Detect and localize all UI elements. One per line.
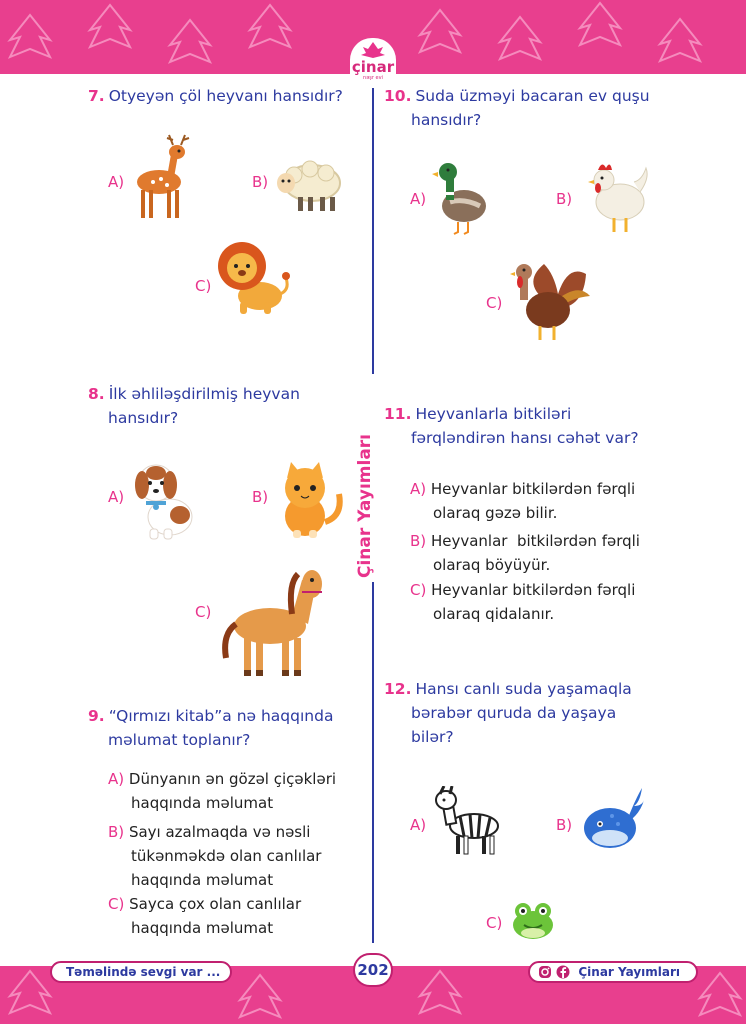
question-text-line: məlumat toplanır? <box>108 731 251 749</box>
answer-text-line: Dünyanın ən gözəl çiçəkləri <box>128 770 337 788</box>
vertical-publisher-label: Çinar Yayımları <box>355 374 375 582</box>
logo-text: çinar <box>351 58 395 76</box>
option-b-label[interactable]: B) <box>252 173 269 191</box>
question-9: 9. “Qırmızı kitab”a nə haqqında məlumat t… <box>88 704 333 752</box>
question-number: 10. <box>384 87 412 105</box>
option-b-label[interactable]: B) <box>556 816 573 834</box>
answer-letter: C) <box>108 895 125 913</box>
question-text-line: Heyvanlarla bitkiləri <box>415 405 572 423</box>
option-a-label[interactable]: A) <box>108 488 125 506</box>
option-c-label[interactable]: C) <box>486 914 503 932</box>
question-11: 11. Heyvanlarla bitkiləri fərqləndirən ha… <box>384 402 639 450</box>
question-text-line: Hansı canlı suda yaşamaqla <box>415 680 632 698</box>
option-c-label[interactable]: C) <box>195 277 212 295</box>
answer-option-c[interactable]: C) Heyvanlar bitkilərdən fərqli olaraq q… <box>410 578 635 626</box>
answer-text-line: tükənməkdə olan canlılar <box>131 847 322 865</box>
question-12: 12. Hansı canlı suda yaşamaqla bərabər qu… <box>384 677 632 749</box>
question-text: Otyeyən çöl heyvanı hansıdır? <box>108 87 343 105</box>
question-text-line: bərabər quruda da yaşaya <box>411 704 617 722</box>
turkey-image[interactable] <box>510 258 590 342</box>
answer-letter: A) <box>410 480 427 498</box>
sheep-image[interactable] <box>272 153 344 215</box>
logo-subtitle: nəşr evi <box>363 75 383 81</box>
answer-text-line: Heyvanlar bitkilərdən fərqli <box>431 581 636 599</box>
question-number: 8. <box>88 385 105 403</box>
question-text-line: İlk əhliləşdirilmiş heyvan <box>108 385 300 403</box>
horse-image[interactable] <box>220 562 330 680</box>
answer-text-line: olaraq gəzə bilir. <box>433 504 558 522</box>
answer-option-b[interactable]: B) Sayı azalmaqda və nəsli tükənməkdə ol… <box>108 820 321 892</box>
option-b-label[interactable]: B) <box>252 488 269 506</box>
answer-letter: A) <box>108 770 125 788</box>
answer-option-c[interactable]: C) Sayca çox olan canlılar haqqında məlu… <box>108 892 301 940</box>
question-number: 11. <box>384 405 412 423</box>
brand-name: Çinar Yayımları <box>578 965 681 979</box>
facebook-icon[interactable] <box>556 965 570 979</box>
answer-option-b[interactable]: B) Heyvanlar bitkilərdən fərqli olaraq b… <box>410 529 640 577</box>
footer-slogan: Təməlində sevgi var ... <box>50 961 232 983</box>
question-text-line: Suda üzməyi bacaran ev quşu <box>415 87 650 105</box>
publisher-logo: çinar nəşr evi <box>350 38 396 86</box>
answer-text-line: olaraq qidalanır. <box>433 605 555 623</box>
question-10: 10. Suda üzməyi bacaran ev quşu hansıdır? <box>384 84 650 132</box>
answer-text-line: Heyvanlar bitkilərdən fərqli <box>430 532 640 550</box>
option-a-label[interactable]: A) <box>410 816 427 834</box>
question-8: 8. İlk əhliləşdirilmiş heyvan hansıdır? <box>88 382 300 430</box>
answer-letter: B) <box>108 823 125 841</box>
option-b-label[interactable]: B) <box>556 190 573 208</box>
answer-option-a[interactable]: A) Dünyanın ən gözəl çiçəkləri haqqında … <box>108 767 336 815</box>
cat-image[interactable] <box>275 458 347 540</box>
question-number: 12. <box>384 680 412 698</box>
question-text-line: fərqləndirən hansı cəhət var? <box>411 429 639 447</box>
answer-text-line: Heyvanlar bitkilərdən fərqli <box>430 480 636 498</box>
answer-option-a[interactable]: A) Heyvanlar bitkilərdən fərqli olaraq g… <box>410 477 635 525</box>
question-text-line: bilər? <box>411 728 454 746</box>
deer-image[interactable] <box>125 130 191 222</box>
answer-letter: C) <box>410 581 427 599</box>
answer-text-line: haqqında məlumat <box>131 871 274 889</box>
option-c-label[interactable]: C) <box>195 603 212 621</box>
leaf-pattern <box>7 1 703 64</box>
duck-image[interactable] <box>432 160 490 236</box>
page-number: 202 <box>353 953 393 987</box>
zebra-image[interactable] <box>430 786 504 858</box>
whale-image[interactable] <box>582 780 644 854</box>
leaf-pattern <box>7 969 743 1019</box>
answer-text-line: haqqında məlumat <box>131 794 274 812</box>
question-number: 9. <box>88 707 105 725</box>
dog-image[interactable] <box>130 455 198 543</box>
question-text-line: hansıdır? <box>411 111 482 129</box>
question-text-line: “Qırmızı kitab”a nə haqqında <box>108 707 334 725</box>
answer-text-line: olaraq böyüyür. <box>433 556 551 574</box>
answer-text-line: Sayı azalmaqda və nəsli <box>128 823 311 841</box>
frog-image[interactable] <box>510 897 556 941</box>
answer-text-line: haqqında məlumat <box>131 919 274 937</box>
option-a-label[interactable]: A) <box>108 173 125 191</box>
instagram-icon[interactable] <box>538 965 552 979</box>
option-a-label[interactable]: A) <box>410 190 427 208</box>
question-text-line: hansıdır? <box>108 409 179 427</box>
answer-letter: B) <box>410 532 427 550</box>
footer-brand[interactable]: Çinar Yayımları <box>528 961 698 983</box>
question-7: 7. Otyeyən çöl heyvanı hansıdır? <box>88 84 343 108</box>
leaf-logo-icon <box>361 42 385 58</box>
option-c-label[interactable]: C) <box>486 294 503 312</box>
lion-image[interactable] <box>216 238 290 318</box>
hen-image[interactable] <box>588 158 650 238</box>
answer-text-line: Sayca çox olan canlılar <box>129 895 302 913</box>
question-number: 7. <box>88 87 105 105</box>
